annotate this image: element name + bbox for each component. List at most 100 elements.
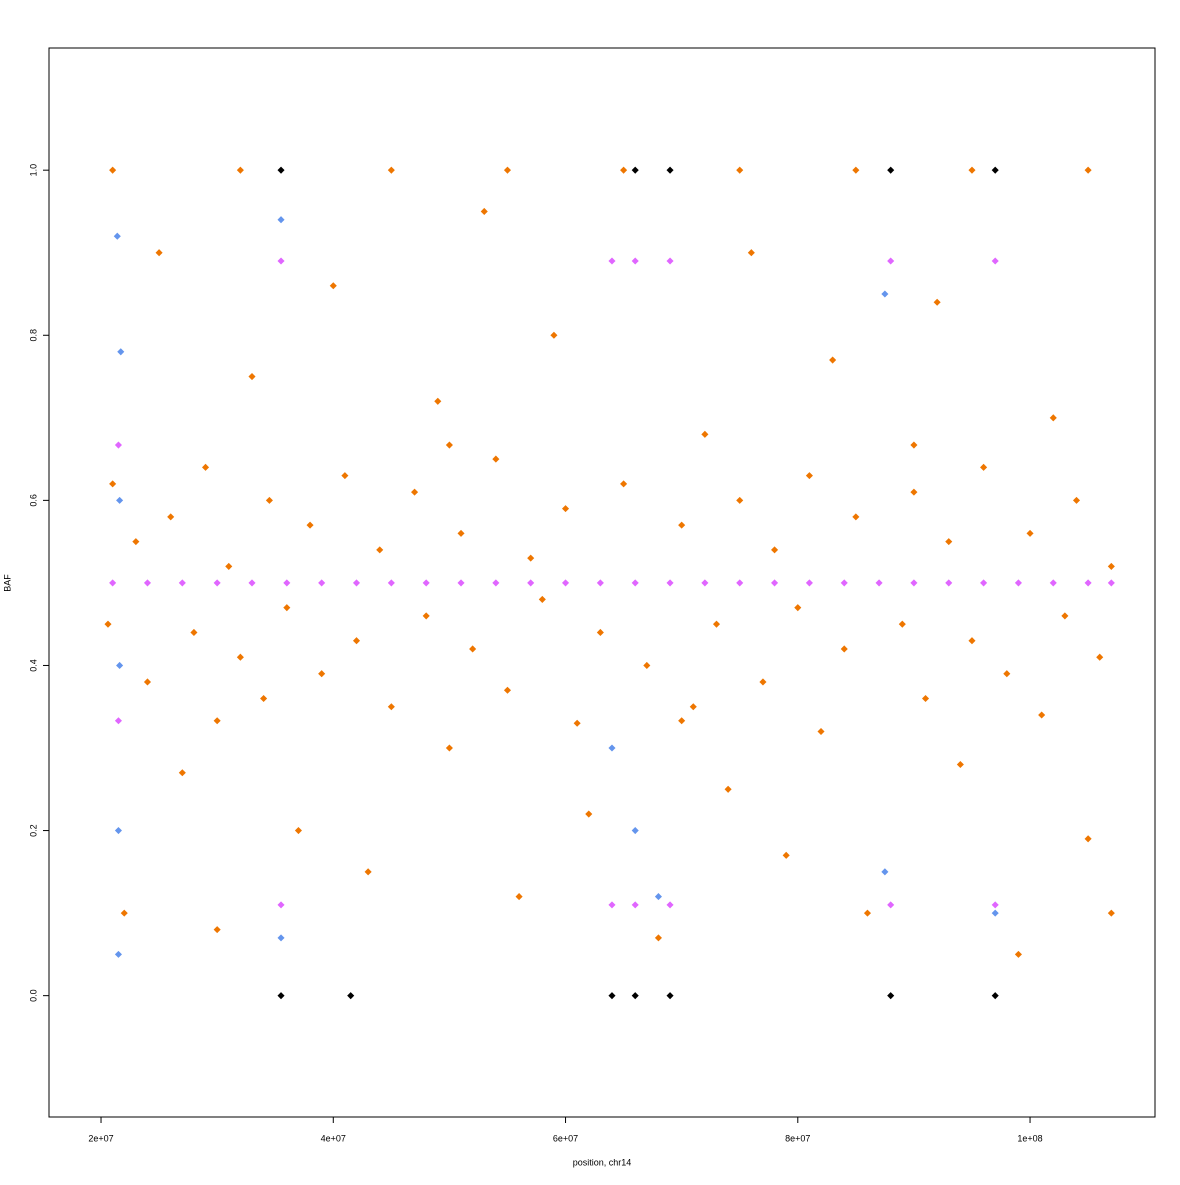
- point: [1084, 835, 1092, 843]
- point: [887, 257, 895, 265]
- point: [550, 331, 558, 339]
- point: [608, 901, 616, 909]
- point: [132, 538, 140, 546]
- point: [980, 463, 988, 471]
- point: [887, 166, 895, 174]
- point: [643, 661, 651, 669]
- point: [116, 661, 124, 669]
- point: [991, 166, 999, 174]
- point: [678, 521, 686, 529]
- point: [457, 579, 465, 587]
- point: [104, 620, 112, 628]
- point: [167, 513, 175, 521]
- point: [794, 604, 802, 612]
- point: [248, 579, 256, 587]
- point: [968, 637, 976, 645]
- x-tick-label: 8e+07: [785, 1133, 810, 1143]
- point: [190, 628, 198, 636]
- point: [608, 257, 616, 265]
- point: [213, 717, 221, 725]
- point: [980, 579, 988, 587]
- point: [910, 441, 918, 449]
- point: [608, 744, 616, 752]
- point: [887, 901, 895, 909]
- point: [1026, 529, 1034, 537]
- point: [422, 579, 430, 587]
- point: [1061, 612, 1069, 620]
- point: [178, 579, 186, 587]
- point: [852, 513, 860, 521]
- point: [114, 950, 122, 958]
- point: [143, 678, 152, 686]
- point: [469, 645, 477, 653]
- point: [1072, 496, 1081, 504]
- point: [1084, 166, 1092, 174]
- point: [736, 166, 744, 174]
- point: [712, 620, 721, 628]
- point: [277, 166, 285, 174]
- point: [236, 166, 244, 174]
- point: [852, 166, 860, 174]
- point: [1107, 579, 1115, 587]
- point: [387, 579, 395, 587]
- y-tick-label: 0.0: [28, 989, 38, 1002]
- point: [666, 992, 674, 1000]
- point: [701, 579, 709, 587]
- point: [747, 249, 755, 257]
- point: [782, 851, 790, 859]
- point: [945, 538, 953, 546]
- point: [225, 562, 233, 570]
- point: [771, 579, 779, 587]
- point: [515, 893, 523, 901]
- point: [608, 992, 616, 1000]
- point: [213, 579, 221, 587]
- point: [701, 430, 709, 438]
- point: [283, 579, 291, 587]
- point: [527, 554, 535, 562]
- point: [666, 257, 674, 265]
- point: [387, 703, 395, 711]
- y-tick-label: 0.8: [28, 329, 38, 342]
- plot-frame: [48, 47, 1156, 1118]
- y-tick-label: 0.4: [28, 659, 38, 672]
- point: [109, 166, 117, 174]
- point: [840, 645, 848, 653]
- point: [631, 257, 639, 265]
- point: [114, 717, 122, 725]
- point: [445, 441, 453, 449]
- point: [968, 166, 976, 174]
- point: [840, 579, 848, 587]
- point: [1014, 579, 1022, 587]
- point: [724, 785, 732, 793]
- point: [109, 579, 117, 587]
- point: [881, 868, 889, 876]
- point: [736, 579, 744, 587]
- point: [666, 579, 674, 587]
- point: [503, 686, 512, 694]
- point: [631, 827, 639, 835]
- point: [445, 744, 453, 752]
- point: [143, 579, 152, 587]
- point: [573, 719, 581, 727]
- point: [260, 694, 268, 703]
- point: [596, 628, 604, 636]
- point: [352, 637, 361, 645]
- point: [1084, 579, 1092, 587]
- point: [631, 992, 639, 1000]
- point: [620, 480, 628, 488]
- point: [631, 166, 639, 174]
- point: [277, 992, 285, 1000]
- point: [991, 909, 999, 917]
- point: [596, 579, 604, 587]
- point: [434, 397, 442, 405]
- point: [109, 480, 117, 488]
- point: [817, 727, 825, 736]
- point: [480, 207, 488, 215]
- point: [117, 348, 125, 356]
- point: [881, 290, 889, 298]
- point: [178, 769, 186, 777]
- point: [538, 595, 546, 603]
- point: [318, 670, 326, 678]
